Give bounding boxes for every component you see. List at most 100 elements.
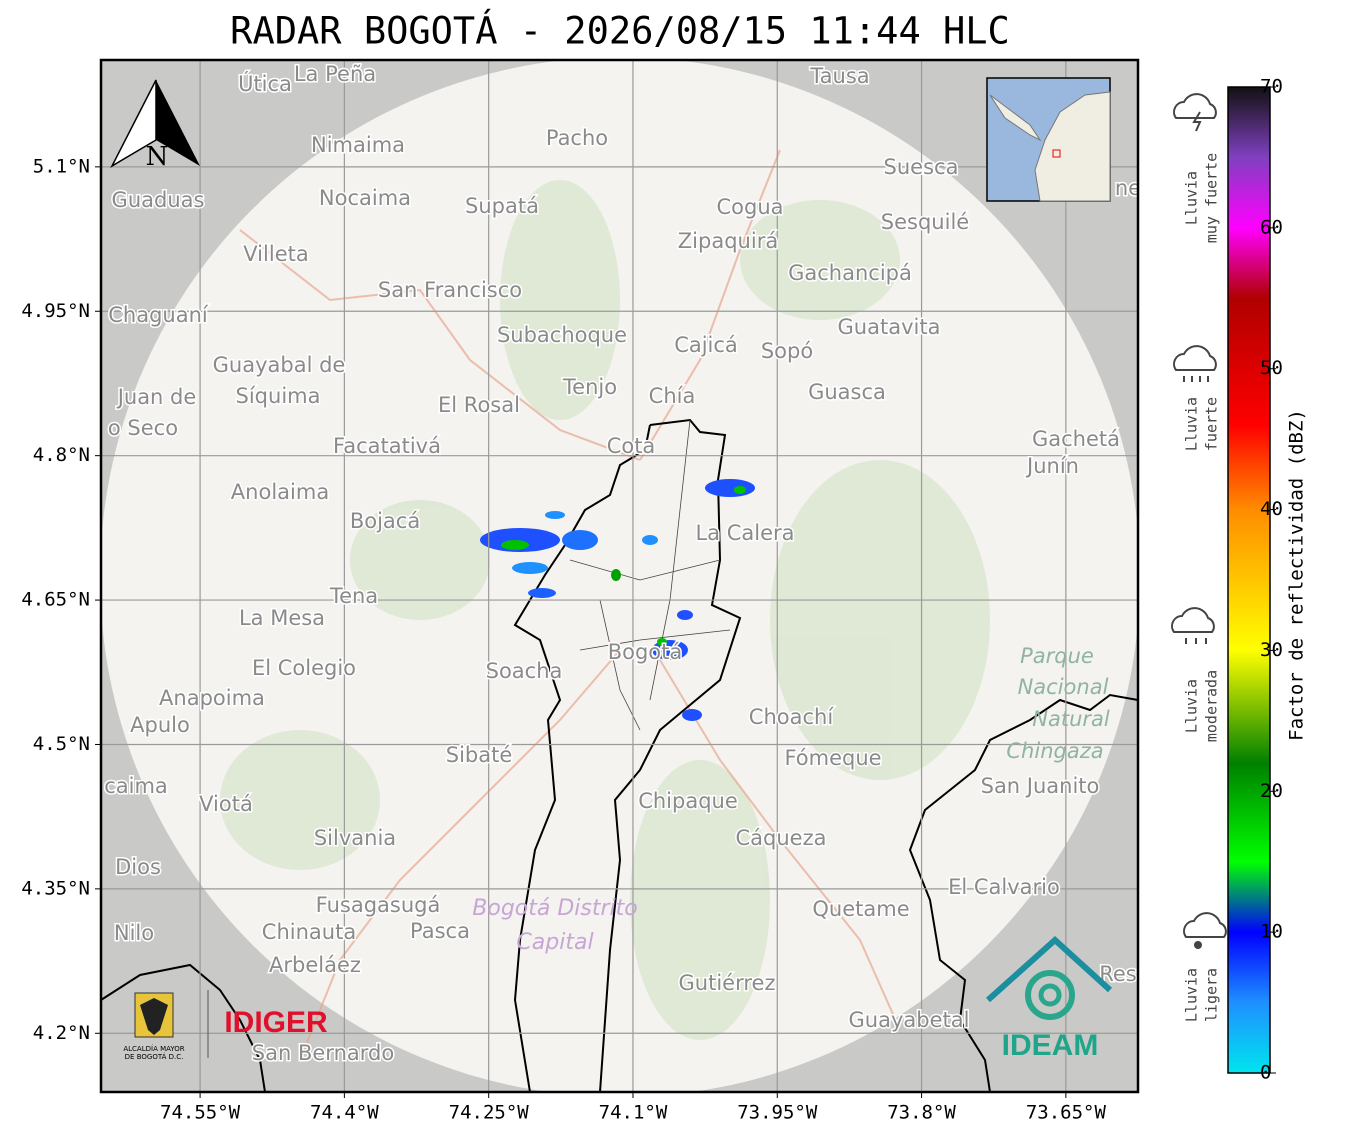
place-label: Choachí [749, 705, 835, 729]
y-tick-label: 4.65°N [21, 589, 90, 611]
place-label: Guatavita [838, 315, 941, 339]
place-label: ne [1115, 176, 1141, 200]
place-label: Viotá [199, 792, 253, 816]
place-label: Junín [1025, 454, 1079, 478]
ideam-text: IDEAM [1002, 1029, 1099, 1062]
rain-level-label: Lluvia [1183, 171, 1201, 225]
district-line: Bogotá Distrito [472, 896, 637, 921]
ideam-logo: IDEAM [985, 935, 1113, 1062]
place-label: Fusagasugá [316, 893, 441, 917]
colorbar-ticks: 0 10 20 30 40 50 60 70 [1260, 76, 1283, 1084]
rain-icons [1171, 93, 1227, 949]
colorbar-tick-label: 0 [1260, 1062, 1271, 1084]
place-label: Chaguaní [108, 303, 209, 327]
place-label: Gachetá [1032, 427, 1120, 451]
place-label: Apulo [130, 713, 190, 737]
y-tick-label: 5.1°N [33, 155, 90, 177]
x-tick-label: 73.65°W [1026, 1102, 1107, 1124]
place-label: o Seco [108, 416, 178, 440]
colorbar-tick-label: 20 [1260, 780, 1283, 802]
alcaldia-text: DE BOGOTÁ D.C. [125, 1052, 184, 1061]
x-tick-label: 74.55°W [160, 1102, 241, 1124]
radar-echoes [480, 479, 755, 721]
boundaries [101, 418, 1138, 1092]
place-label: Cogua [716, 195, 783, 219]
place-label: Chinauta [262, 920, 356, 944]
y-tick-label: 4.5°N [33, 733, 90, 755]
rain-level-label: fuerte [1203, 397, 1221, 451]
place-label: Soacha [486, 659, 563, 683]
place-label: Sibaté [446, 743, 513, 767]
y-tick-label: 4.95°N [21, 300, 90, 322]
place-label: Nimaima [311, 133, 405, 157]
map: Útica La Peña Tausa Pacho Nimaima Guaduas Noca… [101, 60, 1141, 1092]
place-label: Dios [115, 855, 161, 879]
rain-level-label: Lluvia [1183, 679, 1201, 733]
place-label: Guayabal de [213, 353, 346, 377]
place-label: San Francisco [378, 278, 522, 302]
park-line: Natural [1032, 707, 1110, 731]
place-label: Sesquilé [881, 210, 969, 234]
axis-ticks: 74.55°W 74.4°W 74.25°W 74.1°W 73.95°W 73.8°W 7… [21, 155, 1106, 1123]
district-line: Capital [516, 930, 593, 955]
colorbar-tick-label: 50 [1260, 357, 1283, 379]
x-tick-label: 73.95°W [737, 1102, 818, 1124]
place-label: Pasca [410, 919, 470, 943]
x-tick-label: 74.4°W [310, 1102, 379, 1124]
y-tick-label: 4.8°N [33, 444, 90, 466]
rain-level-label: Lluvia [1183, 397, 1201, 451]
place-label: Arbeláez [269, 953, 361, 977]
place-label: Tena [329, 584, 378, 608]
graticule [101, 60, 1138, 1092]
park-line: Parque [1020, 644, 1094, 668]
place-label: Tausa [809, 64, 869, 88]
colorbar-tick-label: 40 [1260, 498, 1283, 520]
north-arrow: N [110, 79, 200, 172]
place-label: Útica [238, 71, 292, 96]
place-label: Guaduas [112, 188, 205, 212]
north-label: N [146, 142, 169, 172]
park-line: Nacional [1018, 675, 1109, 699]
roads [239, 149, 901, 1061]
place-label: Quetame [812, 897, 909, 921]
place-label: Suesca [884, 155, 959, 179]
place-label: San Juanito [981, 774, 1100, 798]
place-label: La Peña [294, 62, 376, 86]
place-label: Guayabetal [849, 1008, 970, 1032]
place-label: Facatativá [333, 434, 441, 458]
place-label: Cota [607, 434, 656, 458]
place-label: La Mesa [239, 606, 325, 630]
rain-level-label: moderada [1203, 670, 1221, 742]
x-tick-label: 74.25°W [449, 1102, 530, 1124]
place-label: Cáqueza [736, 826, 827, 850]
park-label: Parque Nacional Natural Chingaza [1006, 644, 1109, 763]
place-label: El Rosal [438, 393, 520, 417]
place-label: Fómeque [784, 746, 881, 770]
place-label: Chipaque [638, 789, 738, 813]
place-label: Guasca [808, 380, 886, 404]
place-label: Anapoima [159, 686, 265, 710]
rain-level-label: Lluvia [1183, 968, 1201, 1022]
place-label: Supatá [465, 194, 539, 218]
place-label: Gutiérrez [679, 971, 776, 995]
place-label: Nilo [114, 921, 154, 945]
inset-map [986, 77, 1111, 202]
colorbar-tick-label: 10 [1260, 921, 1283, 943]
place-label: Juan de [116, 385, 197, 409]
place-label: El Calvario [948, 875, 1060, 899]
colorbar-label: Factor de reflectividad (dBZ) [1286, 409, 1308, 741]
place-label: Villeta [243, 242, 308, 266]
place-label: caima [104, 774, 168, 798]
place-label: San Bernardo [252, 1041, 394, 1065]
x-tick-label: 73.8°W [887, 1102, 956, 1124]
place-label: Tenjo [562, 375, 617, 399]
district-label: Bogotá Distrito Capital [472, 896, 637, 955]
x-tick-label: 74.1°W [599, 1102, 668, 1124]
alcaldia-text: ALCALDÍA MAYOR [123, 1044, 184, 1053]
y-tick-label: 4.2°N [33, 1022, 90, 1044]
colorbar [1227, 86, 1271, 1074]
colorbar-tick-label: 70 [1260, 76, 1283, 98]
place-label: Nocaima [319, 186, 411, 210]
